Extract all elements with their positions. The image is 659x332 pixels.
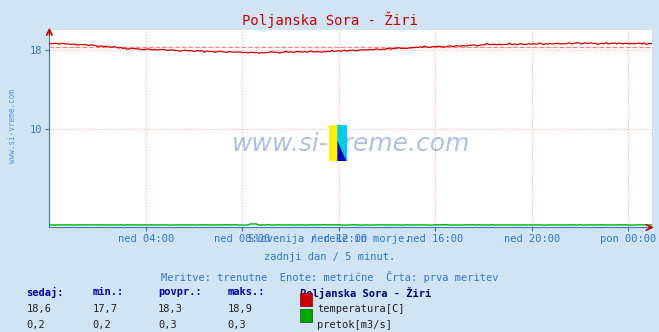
Text: min.:: min.: xyxy=(92,287,123,297)
Text: 18,6: 18,6 xyxy=(26,304,51,314)
Polygon shape xyxy=(329,124,338,161)
Text: www.si-vreme.com: www.si-vreme.com xyxy=(232,132,470,156)
Text: 0,3: 0,3 xyxy=(227,320,246,330)
Text: Meritve: trenutne  Enote: metrične  Črta: prva meritev: Meritve: trenutne Enote: metrične Črta: … xyxy=(161,271,498,283)
Polygon shape xyxy=(338,124,347,161)
Text: 18,9: 18,9 xyxy=(227,304,252,314)
Text: Poljanska Sora - Žiri: Poljanska Sora - Žiri xyxy=(300,287,431,299)
Text: 17,7: 17,7 xyxy=(92,304,117,314)
Text: 18,3: 18,3 xyxy=(158,304,183,314)
Text: www.si-vreme.com: www.si-vreme.com xyxy=(8,89,17,163)
Text: temperatura[C]: temperatura[C] xyxy=(317,304,405,314)
Text: pretok[m3/s]: pretok[m3/s] xyxy=(317,320,392,330)
Text: 0,3: 0,3 xyxy=(158,320,177,330)
Text: sedaj:: sedaj: xyxy=(26,287,64,298)
Text: 0,2: 0,2 xyxy=(92,320,111,330)
Text: zadnji dan / 5 minut.: zadnji dan / 5 minut. xyxy=(264,252,395,262)
Text: maks.:: maks.: xyxy=(227,287,265,297)
Text: povpr.:: povpr.: xyxy=(158,287,202,297)
Text: 0,2: 0,2 xyxy=(26,320,45,330)
Polygon shape xyxy=(338,141,347,161)
Text: Slovenija / reke in morje.: Slovenija / reke in morje. xyxy=(248,234,411,244)
Text: Poljanska Sora - Žiri: Poljanska Sora - Žiri xyxy=(242,12,417,28)
